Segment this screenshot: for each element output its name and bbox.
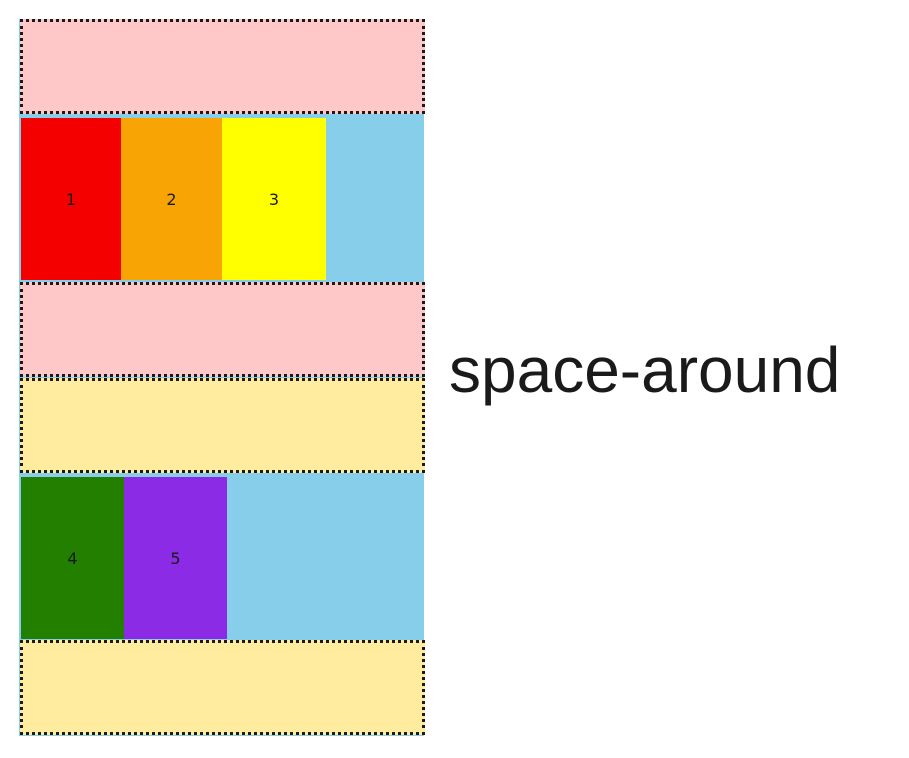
row-2-top-spacer	[20, 378, 425, 473]
row-2-bottom-spacer	[20, 640, 425, 735]
flex-item-4-label: 4	[67, 548, 78, 568]
row-1-bottom-spacer	[20, 282, 425, 377]
align-content-label: space-around	[449, 334, 841, 406]
row-1-top-spacer	[20, 19, 425, 114]
flex-item-5: 5	[124, 477, 227, 639]
flex-item-2-label: 2	[166, 189, 177, 209]
flex-item-3-label: 3	[268, 189, 280, 209]
flex-item-5-label: 5	[170, 548, 181, 568]
flex-item-4: 4	[21, 477, 124, 639]
flex-item-1-label: 1	[65, 189, 77, 209]
flex-item-3: 3	[222, 118, 326, 280]
flex-item-2: 2	[121, 118, 222, 280]
flex-item-1: 1	[21, 118, 121, 280]
flex-container: 1 2 3 4 5	[19, 19, 425, 736]
